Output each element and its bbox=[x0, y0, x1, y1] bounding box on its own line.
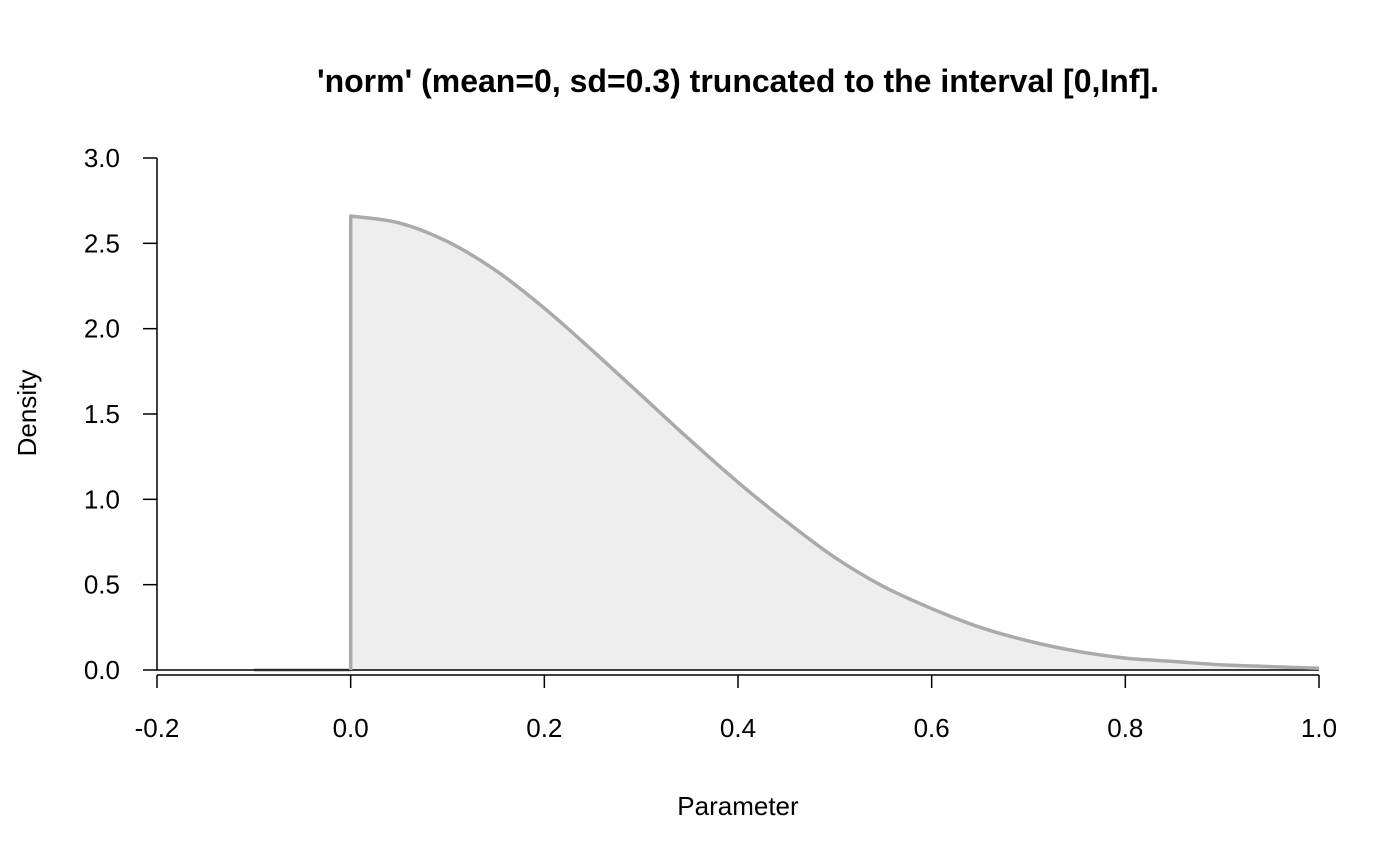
y-tick-label: 1.5 bbox=[84, 399, 120, 429]
x-tick-label: 1.0 bbox=[1301, 713, 1337, 743]
chart-title: 'norm' (mean=0, sd=0.3) truncated to the… bbox=[317, 63, 1159, 99]
y-tick-label: 0.5 bbox=[84, 570, 120, 600]
y-tick-label: 2.0 bbox=[84, 314, 120, 344]
density-curve bbox=[348, 214, 1320, 671]
y-tick-label: 1.0 bbox=[84, 484, 120, 514]
density-area-fill bbox=[350, 216, 1319, 670]
x-axis-title: Parameter bbox=[677, 791, 799, 821]
x-tick-label: 0.4 bbox=[720, 713, 756, 743]
y-axis-title: Density bbox=[12, 370, 42, 457]
x-axis: -0.2 0.0 0.2 0.4 0.6 0.8 1.0 bbox=[135, 674, 1337, 743]
plot-area bbox=[157, 214, 1320, 672]
y-tick-label: 0.0 bbox=[84, 655, 120, 685]
x-tick-label: 0.6 bbox=[914, 713, 950, 743]
y-axis: 0.0 0.5 1.0 1.5 2.0 2.5 3.0 bbox=[84, 143, 158, 685]
x-tick-label: 0.2 bbox=[526, 713, 562, 743]
x-tick-label: -0.2 bbox=[135, 713, 180, 743]
x-tick-label: 0.0 bbox=[333, 713, 369, 743]
y-tick-label: 2.5 bbox=[84, 228, 120, 258]
x-tick-label: 0.8 bbox=[1107, 713, 1143, 743]
y-tick-label: 3.0 bbox=[84, 143, 120, 173]
